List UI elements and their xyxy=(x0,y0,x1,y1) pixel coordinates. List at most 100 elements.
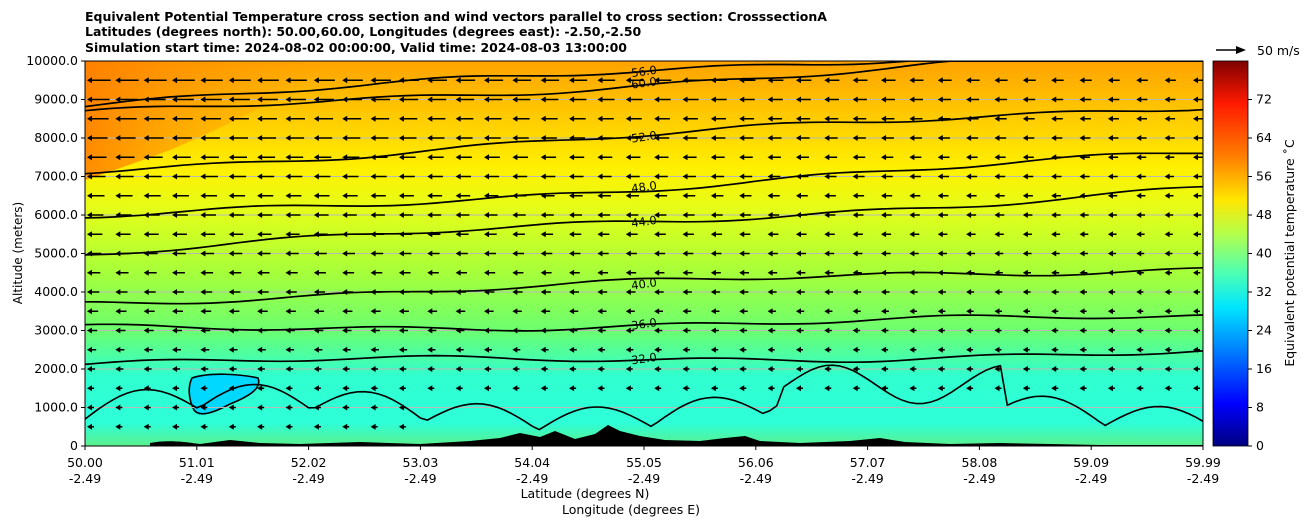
contour-label-60.0: 60.0 xyxy=(630,74,657,91)
wind-vector-head xyxy=(795,212,801,218)
wind-vector-head xyxy=(342,346,348,353)
wind-vector-head xyxy=(200,231,206,238)
wind-vector-head xyxy=(87,192,92,199)
wind-vector-head xyxy=(739,346,745,353)
wind-vector-head xyxy=(1107,192,1113,199)
y-tick-label: 3000.0 xyxy=(34,323,78,338)
wind-vector-head xyxy=(540,96,546,103)
wind-vector-head xyxy=(739,135,745,141)
wind-vector-head xyxy=(1164,154,1170,161)
wind-vector-head xyxy=(625,154,631,161)
wind-vector-head xyxy=(824,77,830,84)
wind-vector-head xyxy=(767,231,773,238)
wind-vector-head xyxy=(484,289,490,295)
wind-vector-head xyxy=(654,115,660,122)
wind-vector-head xyxy=(1164,308,1170,315)
wind-vector-head xyxy=(257,115,263,122)
wind-vector-head xyxy=(710,77,716,84)
wind-vector-head xyxy=(342,115,348,122)
wind-vector-head xyxy=(228,269,234,276)
chart-title: Equivalent Potential Temperature cross s… xyxy=(85,9,827,55)
wind-vector-head xyxy=(313,327,319,334)
wind-vector-head xyxy=(767,346,773,353)
wind-vector-head xyxy=(654,289,660,295)
wind-vector-head xyxy=(427,385,433,392)
wind-vector-head xyxy=(824,115,830,122)
wind-vector-head xyxy=(795,327,801,334)
wind-vector-head xyxy=(484,385,490,392)
wind-vector-head xyxy=(512,327,518,334)
wind-vector-head xyxy=(682,173,688,180)
wind-vector-head xyxy=(1022,250,1028,257)
wind-vector-head xyxy=(795,346,801,353)
wind-vector-head xyxy=(966,231,972,238)
y-axis-label: Altitude (meters) xyxy=(11,202,25,304)
wind-vector-head xyxy=(455,231,461,238)
wind-vector-head xyxy=(1164,250,1170,257)
wind-vector-head xyxy=(455,385,461,392)
wind-vector-head xyxy=(909,346,915,353)
wind-vector-head xyxy=(1136,154,1142,161)
y-tick-label: 1000.0 xyxy=(34,400,78,415)
wind-vector-head xyxy=(682,96,688,103)
wind-vector-head xyxy=(172,77,178,84)
wind-vector-head xyxy=(1051,346,1057,353)
wind-vector-head xyxy=(455,154,461,161)
wind-vector-head xyxy=(87,327,92,334)
wind-vector-head xyxy=(427,366,433,372)
wind-vector-head xyxy=(569,212,575,218)
wind-vector-head xyxy=(398,154,404,161)
wind-vector-head xyxy=(569,231,575,238)
wind-vector-head xyxy=(143,366,149,372)
wind-vector-head xyxy=(1051,77,1057,84)
wind-vector-head xyxy=(172,385,178,392)
wind-vector-head xyxy=(682,269,688,276)
wind-vector-head xyxy=(994,327,1000,334)
wind-vector-head xyxy=(597,269,603,276)
wind-vector-head xyxy=(966,366,972,372)
wind-vector-head xyxy=(427,96,433,103)
contour-label-32.0: 32.0 xyxy=(630,350,657,367)
wind-vector-head xyxy=(569,308,575,315)
wind-vector-head xyxy=(143,308,149,315)
contour-line-boundary-32 xyxy=(85,364,1203,431)
wind-vector-head xyxy=(994,173,1000,180)
wind-vector-head xyxy=(739,327,745,334)
wind-vector-head xyxy=(455,327,461,334)
wind-vector-head xyxy=(994,366,1000,372)
wind-vector-head xyxy=(966,269,972,276)
wind-vector-head xyxy=(625,346,631,353)
y-tick-label: 9000.0 xyxy=(34,92,78,107)
wind-vector-head xyxy=(342,77,348,84)
wind-vector-head xyxy=(767,77,773,84)
wind-vector-head xyxy=(852,289,858,295)
wind-vector-head xyxy=(1193,269,1198,276)
wind-vector-head xyxy=(228,77,234,84)
wind-vector-head xyxy=(795,173,801,180)
wind-vector-head xyxy=(682,385,688,392)
wind-vector-head xyxy=(143,289,149,295)
wind-vector-head xyxy=(881,212,887,218)
wind-vector-head xyxy=(172,96,178,103)
wind-vector-head xyxy=(427,173,433,180)
wind-vector-head xyxy=(228,385,234,392)
wind-vector-head xyxy=(172,192,178,199)
wind-vector-head xyxy=(994,250,1000,257)
wind-vector-head xyxy=(1022,212,1028,218)
wind-vector-head xyxy=(1193,192,1198,199)
wind-vector-head xyxy=(398,346,404,353)
wind-vector-head xyxy=(200,154,206,161)
wind-vector-head xyxy=(739,250,745,257)
wind-vector-head xyxy=(795,231,801,238)
wind-vector-head xyxy=(285,366,291,372)
wind-vector-head xyxy=(200,423,206,430)
wind-vector-head xyxy=(285,346,291,353)
x-tick-label-lon: -2.49 xyxy=(1187,471,1219,486)
wind-vector-head xyxy=(115,346,121,353)
wind-vector-head xyxy=(1193,77,1198,84)
wind-vector-head xyxy=(739,385,745,392)
wind-vector-head xyxy=(1022,115,1028,122)
wind-vector-head xyxy=(597,231,603,238)
wind-vector-head xyxy=(87,423,92,430)
wind-vector-head xyxy=(257,404,263,411)
